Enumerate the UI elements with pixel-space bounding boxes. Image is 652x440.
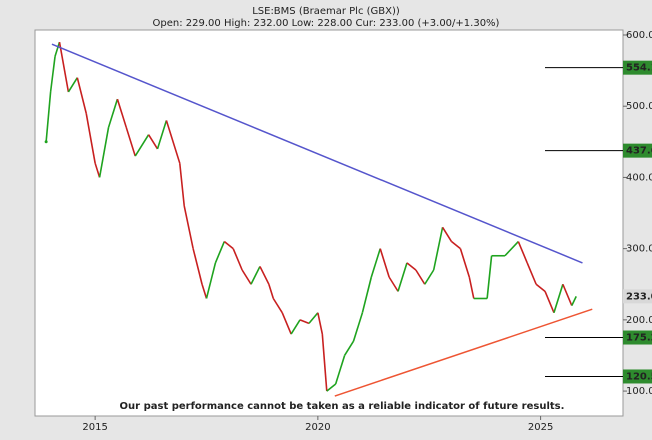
price-segment <box>504 240 519 257</box>
price-segment <box>49 56 56 93</box>
level-label: 120.5 <box>626 371 652 382</box>
price-segment <box>299 319 310 325</box>
price-segment <box>441 226 453 242</box>
x-tick-label: 2015 <box>82 422 107 433</box>
price-segment <box>223 240 234 250</box>
price-segment <box>468 276 475 299</box>
level-label: 175.2 <box>626 333 652 344</box>
price-segment <box>562 283 573 306</box>
annotation: Our past performance cannot be taken as … <box>120 401 565 412</box>
price-segment <box>308 312 319 324</box>
price-segment <box>205 262 217 299</box>
level-label-box <box>623 143 652 158</box>
price-segment <box>85 113 96 164</box>
price-segment <box>134 134 150 157</box>
x-tick-label: 2025 <box>528 422 553 433</box>
price-segment <box>94 162 101 178</box>
price-segment <box>343 340 355 356</box>
price-segment <box>268 284 275 299</box>
price-segment <box>388 276 399 292</box>
level-label: 554.1 <box>626 63 652 74</box>
y-tick-label: 200.0 <box>626 315 652 326</box>
y-tick-label: 300.0 <box>626 244 652 255</box>
price-segment <box>272 298 283 314</box>
price-segment <box>544 291 555 314</box>
price-segment <box>147 134 159 150</box>
trendline <box>334 308 593 397</box>
price-segment <box>67 77 78 93</box>
price-segment <box>259 266 270 285</box>
level-label-box <box>623 60 652 75</box>
price-segment <box>517 241 528 264</box>
level-label-box <box>623 330 652 345</box>
price-segment <box>281 312 292 335</box>
price-segment <box>486 255 493 299</box>
y-tick-label: 500.0 <box>626 101 652 112</box>
price-segment <box>125 127 136 157</box>
price-segment <box>201 284 208 299</box>
price-segment <box>183 205 194 249</box>
price-segment <box>165 120 181 164</box>
trendline <box>51 43 583 264</box>
price-segment <box>334 355 346 385</box>
price-segment <box>317 312 324 335</box>
price-segment <box>232 248 243 271</box>
price-segment <box>459 248 471 278</box>
price-segment <box>116 98 128 128</box>
y-tick-label: 400.0 <box>626 172 652 183</box>
price-segment <box>290 319 301 335</box>
price-segment <box>326 383 337 392</box>
price-segment <box>192 248 203 285</box>
price-segment <box>98 127 110 178</box>
current-box <box>623 289 652 304</box>
price-segment <box>451 240 461 250</box>
y-tick-label: 600.0 <box>626 30 652 41</box>
chart-title: LSE:BMS (Braemar Plc (GBX)) <box>252 6 400 17</box>
annotation-box <box>96 398 588 414</box>
price-segment <box>424 269 435 285</box>
price-segment <box>415 269 426 285</box>
level-label-box <box>623 369 652 384</box>
price-segment <box>54 41 61 57</box>
price-segment <box>571 296 577 306</box>
price-segment <box>321 334 328 392</box>
price-segment <box>76 77 88 114</box>
price-segment <box>535 283 546 292</box>
price-segment <box>553 284 564 313</box>
plot-area <box>34 29 624 417</box>
price-segment <box>361 276 373 313</box>
price-segment <box>370 248 381 278</box>
x-tick-label: 2020 <box>305 422 330 433</box>
y-tick-label: 100.0 <box>626 386 652 397</box>
price-segment <box>432 227 444 271</box>
price-segment <box>107 98 119 128</box>
price-segment <box>379 248 390 278</box>
chart-subtitle: Open: 229.00 High: 232.00 Low: 228.00 Cu… <box>153 18 500 29</box>
level-label: 437.6 <box>626 146 652 157</box>
price-segment <box>214 241 226 264</box>
price-segment <box>241 269 252 285</box>
price-segment <box>156 120 168 150</box>
price-segment <box>406 262 417 271</box>
price-segment <box>45 91 52 142</box>
current-label: 233.0 <box>626 291 652 302</box>
price-segment <box>58 41 70 93</box>
price-segment <box>397 262 408 292</box>
price-segment <box>250 266 261 285</box>
price-segment <box>352 312 364 342</box>
price-segment <box>178 163 186 206</box>
price-segment <box>526 262 537 285</box>
